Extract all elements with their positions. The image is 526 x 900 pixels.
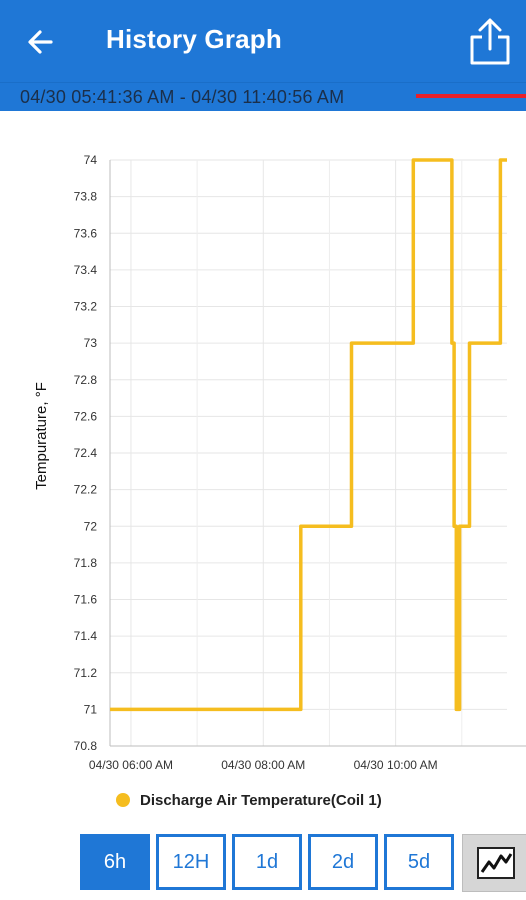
app-bar: History Graph [0, 0, 526, 82]
x-tick-label: 04/30 10:00 AM [354, 758, 438, 772]
range-button-2d[interactable]: 2d [308, 834, 378, 890]
x-tick-label: 04/30 06:00 AM [89, 758, 173, 772]
chart-area[interactable]: 70.8 71 71.2 71.4 71.6 71.8 72 72.2 72.4 72.6 72.8… [0, 110, 526, 825]
range-button-1d[interactable]: 1d [232, 834, 302, 890]
arrow-left-icon [28, 30, 53, 54]
chart-axes [109, 160, 526, 747]
back-button[interactable] [18, 22, 62, 62]
y-tick-label: 73.4 [74, 263, 98, 277]
y-tick-label: 71.6 [74, 593, 98, 607]
y-tick-label: 72 [84, 519, 98, 533]
y-tick-label: 71 [84, 702, 98, 716]
chart-series [110, 158, 507, 712]
chart-grid [110, 159, 507, 747]
y-axis-label: Tempurature, °F [33, 382, 50, 490]
y-tick-label: 71.2 [74, 666, 98, 680]
x-tick-labels: 04/30 06:00 AM 04/30 08:00 AM 04/30 10:00 … [89, 758, 438, 772]
page-title: History Graph [106, 24, 282, 54]
y-tick-label: 72.2 [74, 483, 98, 497]
range-selector: 6h 12H 1d 2d 5d [80, 834, 526, 892]
share-icon [470, 18, 510, 65]
chart-mode-toggle[interactable] [462, 834, 526, 892]
y-tick-label: 73 [84, 336, 98, 350]
y-tick-label: 73.8 [74, 190, 98, 204]
share-button[interactable] [462, 14, 518, 70]
x-tick-label: 04/30 08:00 AM [221, 758, 305, 772]
range-indicator [416, 94, 526, 98]
legend-dot [116, 793, 130, 807]
range-button-5d[interactable]: 5d [384, 834, 454, 890]
range-button-12h[interactable]: 12H [156, 834, 226, 890]
line-chart-icon [477, 847, 515, 879]
y-tick-label: 72.4 [74, 446, 98, 460]
y-tick-label: 71.4 [74, 629, 98, 643]
time-range-bar: 04/30 05:41:36 AM - 04/30 11:40:56 AM [0, 82, 526, 111]
y-tick-label: 72.6 [74, 409, 98, 423]
history-chart[interactable]: 70.8 71 71.2 71.4 71.6 71.8 72 72.2 72.4 72.6 72.8… [0, 110, 526, 825]
series-line [110, 158, 507, 712]
y-tick-label: 73.2 [74, 300, 98, 314]
time-range-text: 04/30 05:41:36 AM - 04/30 11:40:56 AM [20, 87, 345, 107]
y-tick-label: 72.8 [74, 373, 98, 387]
legend-label: Discharge Air Temperature(Coil 1) [140, 791, 382, 809]
y-tick-label: 70.8 [74, 739, 98, 753]
y-tick-label: 71.8 [74, 556, 98, 570]
range-button-6h[interactable]: 6h [80, 834, 150, 890]
chart-legend: Discharge Air Temperature(Coil 1) [116, 788, 382, 812]
y-tick-labels: 70.8 71 71.2 71.4 71.6 71.8 72 72.2 72.4 72.6 72.8… [74, 153, 98, 753]
y-tick-label: 73.6 [74, 226, 98, 240]
y-tick-label: 74 [84, 153, 98, 167]
